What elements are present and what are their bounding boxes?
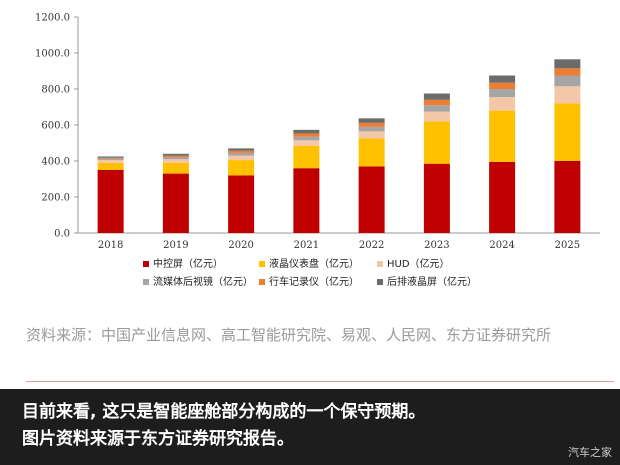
y-axis: 0.0 200.0 400.0 600.0 800.0 1000.0 1200.0 (35, 13, 79, 240)
bar-segment (489, 161, 516, 233)
x-tick-label: 2021 (294, 240, 319, 251)
bar-segment (97, 162, 124, 170)
bar-segment (423, 121, 450, 164)
legend-label: 后排液晶屏（亿元） (387, 275, 477, 288)
legend-swatch (259, 261, 265, 267)
y-tick-label: 0.0 (54, 229, 70, 240)
legend-swatch (377, 279, 383, 285)
bar-segment (554, 103, 581, 161)
bar-segment (358, 138, 385, 167)
bar-segment (97, 158, 124, 161)
legend-label: 中控屏（亿元） (153, 257, 223, 270)
bar-segment (423, 93, 450, 100)
caption-banner: 目前来看, 这只是智能座舱部分构成的一个保守预期。 图片资料来源于东方证券研究报… (0, 389, 620, 465)
x-tick-label: 2022 (359, 240, 384, 251)
y-tick-label: 200.0 (41, 193, 70, 204)
legend-swatch (377, 261, 383, 267)
bar-segment (423, 99, 450, 106)
y-tick-label: 1200.0 (35, 13, 70, 24)
bar-segment (489, 89, 516, 98)
bar-segment (162, 162, 189, 174)
bars (97, 59, 581, 233)
divider (26, 381, 614, 382)
x-tick-label: 2020 (228, 240, 253, 251)
x-tick-label: 2023 (424, 240, 449, 251)
y-tick-label: 800.0 (41, 85, 70, 96)
watermark-logo: 汽车之家 (568, 446, 612, 459)
bar-segment (358, 166, 385, 233)
bar-segment (554, 86, 581, 104)
bar-segment (97, 160, 124, 163)
bar-segment (293, 140, 320, 146)
x-tick-label: 2018 (98, 240, 123, 251)
bar-segment (293, 168, 320, 233)
bar-segment (554, 68, 581, 76)
x-tick-label: 2019 (163, 240, 188, 251)
bar-segment (228, 152, 255, 156)
bar-segment (358, 126, 385, 132)
legend-label: 流媒体后视镜（亿元） (153, 275, 253, 288)
bar-segment (489, 97, 516, 111)
bar-segment (162, 157, 189, 160)
bar-segment (423, 111, 450, 122)
legend-swatch (143, 279, 149, 285)
bar-segment (293, 133, 320, 137)
source-note: 资料来源：中国产业信息网、高工智能研究院、易观、人民网、东方证券研究所 (26, 326, 552, 344)
stacked-bar-chart: 0.0 200.0 400.0 600.0 800.0 1000.0 1200.0 2018… (35, 13, 600, 288)
bar-segment (228, 155, 255, 161)
bar-segment (554, 59, 581, 69)
bar-segment (228, 148, 255, 151)
bar-segment (293, 129, 320, 134)
legend-label: 行车记录仪（亿元） (269, 275, 359, 288)
legend-swatch (259, 279, 265, 285)
caption-line-2: 图片资料来源于东方证券研究报告。 (22, 429, 294, 449)
legend-swatch (143, 261, 149, 267)
bar-segment (228, 150, 255, 153)
bar-segment (162, 155, 189, 158)
y-tick-label: 400.0 (41, 157, 70, 168)
bar-segment (162, 153, 189, 156)
bar-segment (228, 160, 255, 176)
bar-segment (554, 75, 581, 87)
x-tick-label: 2024 (489, 240, 514, 251)
bar-segment (489, 75, 516, 83)
bar-segment (97, 157, 124, 159)
bar-segment (358, 118, 385, 123)
bar-segment (554, 161, 581, 233)
bar-segment (293, 145, 320, 169)
bar-segment (97, 170, 124, 233)
legend: 中控屏（亿元） 液晶仪表盘（亿元） HUD（亿元） 流媒体后视镜（亿元） 行车记录仪（亿… (143, 257, 477, 288)
caption-line-1: 目前来看, 这只是智能座舱部分构成的一个保守预期。 (22, 402, 426, 422)
bar-segment (97, 156, 124, 158)
bar-segment (228, 175, 255, 233)
bar-segment (162, 159, 189, 163)
y-tick-label: 600.0 (41, 121, 70, 132)
legend-label: 液晶仪表盘（亿元） (269, 257, 359, 270)
bar-segment (423, 105, 450, 112)
bar-segment (489, 110, 516, 162)
bar-segment (162, 173, 189, 233)
bar-segment (358, 122, 385, 127)
x-tick-label: 2025 (555, 240, 580, 251)
bar-segment (293, 136, 320, 141)
bar-segment (358, 131, 385, 139)
bar-segment (423, 163, 450, 233)
legend-label: HUD（亿元） (387, 257, 450, 270)
y-tick-label: 1000.0 (35, 49, 70, 60)
x-axis: 2018 2019 2020 2021 2022 2023 2024 2025 (78, 232, 600, 251)
bar-segment (489, 82, 516, 89)
